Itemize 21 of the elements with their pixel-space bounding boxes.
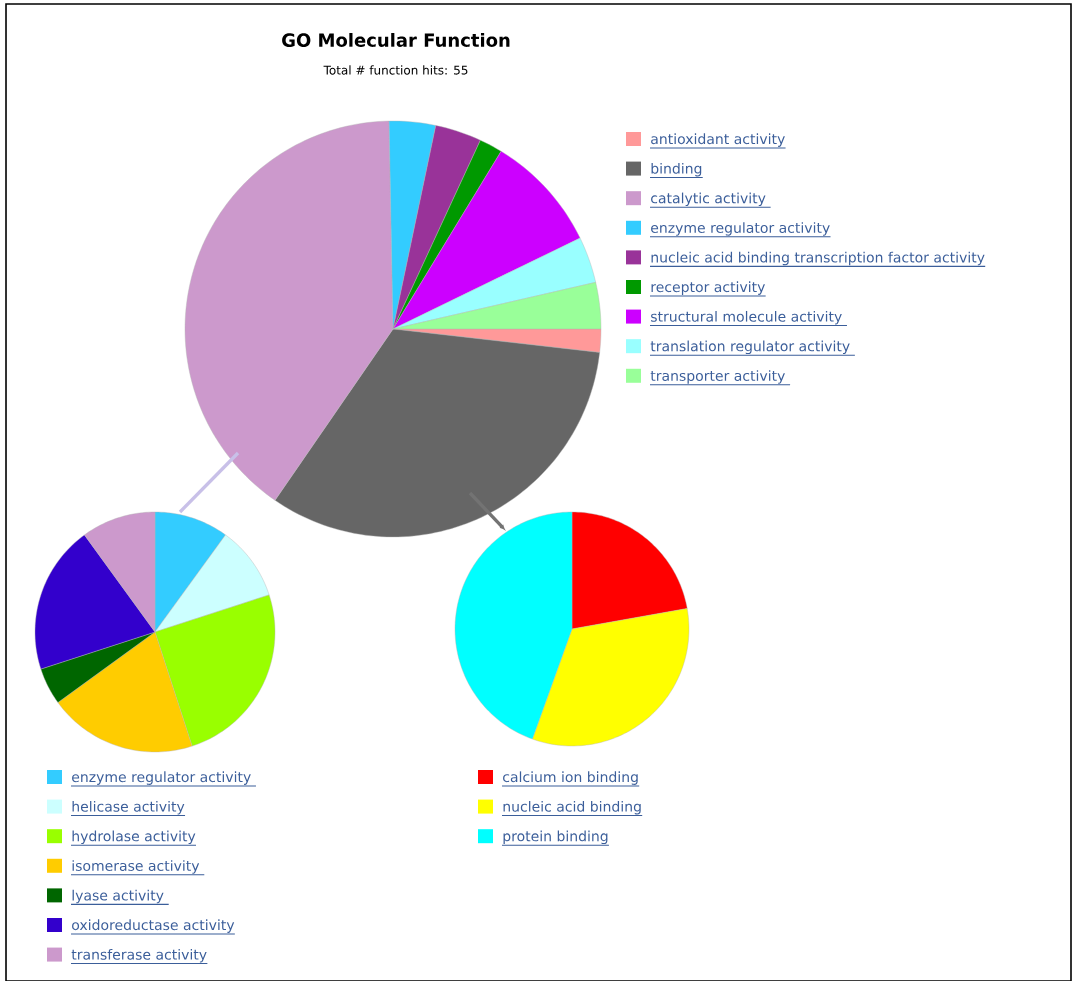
legend-label: calcium ion binding [503,771,638,785]
legend-label: enzyme regulator activity [72,771,251,785]
legend-label: helicase activity [72,800,185,815]
legend-label: hydrolase activity [72,830,196,845]
legend-label: lyase activity [72,889,164,904]
legend-label: binding [651,162,702,177]
legend-label: structural molecule activity [651,310,842,325]
legend-label: nucleic acid binding transcription factor activity [651,251,985,266]
legend-label: transferase activity [71,948,207,963]
legend-label: translation regulator activity [650,340,850,355]
legend-label: oxidoreductase activity [72,919,235,933]
legend-label: protein binding [503,830,608,845]
legend-label: transporter activity [650,370,785,384]
legend-label: isomerase activity [72,860,200,874]
legend-label: nucleic acid binding [503,800,641,815]
legend-label: receptor activity [651,281,765,295]
chart-title: GO Molecular Function [282,33,510,47]
chart-subtitle: Total # function hits: 55 [323,65,468,75]
legend-label: catalytic activity [651,192,766,207]
legend-label: enzyme regulator activity [651,222,830,236]
legend-label: antioxidant activity [651,133,785,147]
